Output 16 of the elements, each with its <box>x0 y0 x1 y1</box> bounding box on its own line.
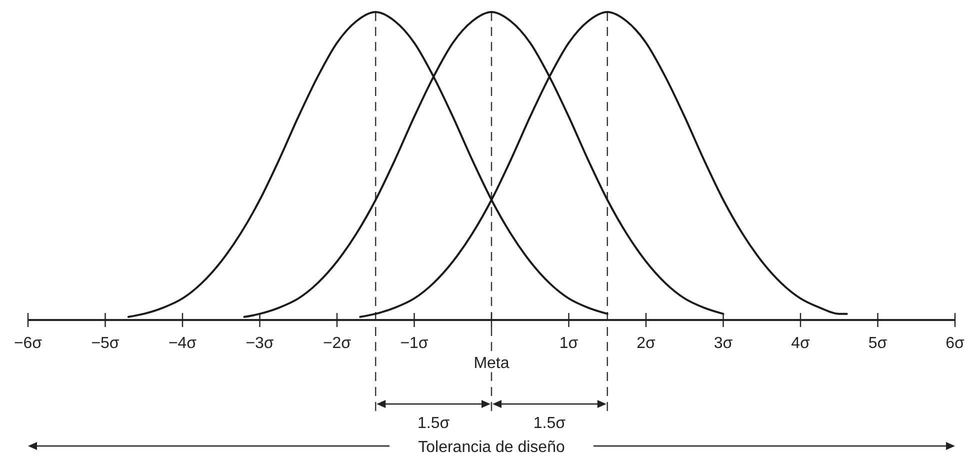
x-tick-label: −5σ <box>91 335 120 352</box>
x-tick-label: −1σ <box>400 335 428 352</box>
x-tick-label: 6σ <box>946 335 965 352</box>
x-tick-label: −2σ <box>322 335 352 352</box>
x-tick-label: −4σ <box>168 335 197 352</box>
text: 1.5σ <box>533 415 566 432</box>
text: Meta <box>474 355 510 372</box>
text: Tolerancia de diseño <box>418 439 565 456</box>
x-tick-label: 2σ <box>636 335 656 352</box>
text: 1.5σ <box>418 415 450 432</box>
x-tick-label: 4σ <box>791 335 810 352</box>
x-tick-label: 1σ <box>559 335 578 352</box>
x-tick-label: −6σ <box>14 335 42 352</box>
x-tick-label: 3σ <box>714 335 733 352</box>
x-tick-label: 5σ <box>868 335 888 352</box>
x-tick-label: −3σ <box>246 335 274 352</box>
